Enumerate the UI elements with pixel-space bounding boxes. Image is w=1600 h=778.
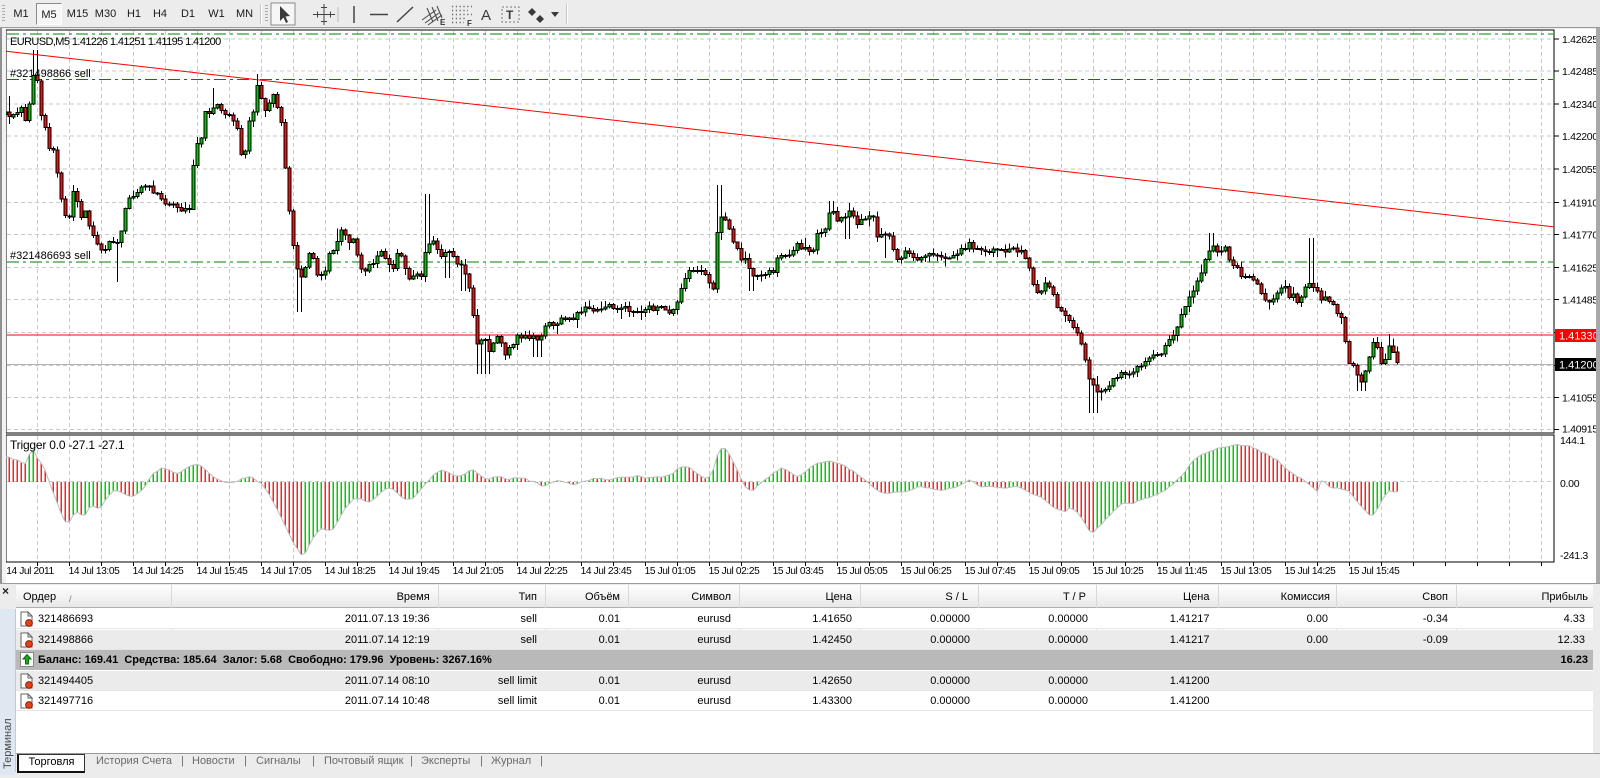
svg-text:EURUSD,M5 1.41226 1.41251 1.4: EURUSD,M5 1.41226 1.41251 1.41195 1.4120… — [10, 36, 221, 48]
svg-text:14 Jul 2011: 14 Jul 2011 — [6, 566, 54, 577]
svg-text:15 Jul 06:25: 15 Jul 06:25 — [901, 566, 952, 577]
svg-text:15 Jul 07:45: 15 Jul 07:45 — [965, 566, 1016, 577]
svg-text:1.41330: 1.41330 — [1559, 331, 1599, 343]
svg-text:1.40915: 1.40915 — [1562, 423, 1598, 435]
svg-text:1.41055: 1.41055 — [1562, 393, 1598, 405]
svg-text:14 Jul 13:05: 14 Jul 13:05 — [69, 566, 120, 577]
svg-text:1.42200: 1.42200 — [1562, 131, 1598, 143]
svg-text:1.42485: 1.42485 — [1562, 66, 1598, 78]
svg-text:1.41485: 1.41485 — [1562, 294, 1598, 306]
svg-text:#321498866 sell: #321498866 sell — [10, 68, 91, 80]
svg-text:14 Jul 18:25: 14 Jul 18:25 — [325, 566, 376, 577]
svg-text:15 Jul 02:25: 15 Jul 02:25 — [709, 566, 760, 577]
svg-text:F: F — [467, 19, 472, 27]
svg-text:15 Jul 11:45: 15 Jul 11:45 — [1157, 566, 1208, 577]
svg-text:15 Jul 09:05: 15 Jul 09:05 — [1029, 566, 1080, 577]
svg-text:14 Jul 21:05: 14 Jul 21:05 — [453, 566, 504, 577]
svg-text:15 Jul 01:05: 15 Jul 01:05 — [645, 566, 696, 577]
svg-text:15 Jul 05:05: 15 Jul 05:05 — [837, 566, 888, 577]
svg-text:15 Jul 13:05: 15 Jul 13:05 — [1221, 566, 1272, 577]
svg-text:E: E — [440, 18, 446, 27]
svg-text:14 Jul 19:45: 14 Jul 19:45 — [389, 566, 440, 577]
svg-text:0.00: 0.00 — [1560, 478, 1580, 490]
svg-text:15 Jul 14:25: 15 Jul 14:25 — [1285, 566, 1336, 577]
svg-text:14 Jul 14:25: 14 Jul 14:25 — [133, 566, 184, 577]
svg-text:A: A — [481, 7, 491, 24]
svg-text:14 Jul 22:25: 14 Jul 22:25 — [517, 566, 568, 577]
svg-text:1.42340: 1.42340 — [1562, 99, 1598, 111]
svg-text:-241.3: -241.3 — [1560, 550, 1588, 562]
svg-text:1.41200: 1.41200 — [1559, 360, 1599, 372]
svg-text:15 Jul 10:25: 15 Jul 10:25 — [1093, 566, 1144, 577]
svg-text:1.41770: 1.41770 — [1562, 229, 1598, 241]
svg-text:1.41910: 1.41910 — [1562, 197, 1598, 209]
svg-text:1.42055: 1.42055 — [1562, 164, 1598, 176]
svg-text:Trigger 0.0 -27.1 -27.1: Trigger 0.0 -27.1 -27.1 — [10, 438, 125, 452]
svg-text:T: T — [506, 8, 514, 22]
svg-text:15 Jul 03:45: 15 Jul 03:45 — [773, 566, 824, 577]
svg-text:14 Jul 17:05: 14 Jul 17:05 — [261, 566, 312, 577]
svg-text:15 Jul 15:45: 15 Jul 15:45 — [1349, 566, 1400, 577]
svg-text:14 Jul 23:45: 14 Jul 23:45 — [581, 566, 632, 577]
svg-text:14 Jul 15:45: 14 Jul 15:45 — [197, 566, 248, 577]
svg-text:#321486693 sell: #321486693 sell — [10, 250, 91, 262]
svg-text:144.1: 144.1 — [1560, 435, 1585, 447]
svg-text:1.41625: 1.41625 — [1562, 262, 1598, 274]
svg-text:1.42625: 1.42625 — [1562, 34, 1598, 46]
